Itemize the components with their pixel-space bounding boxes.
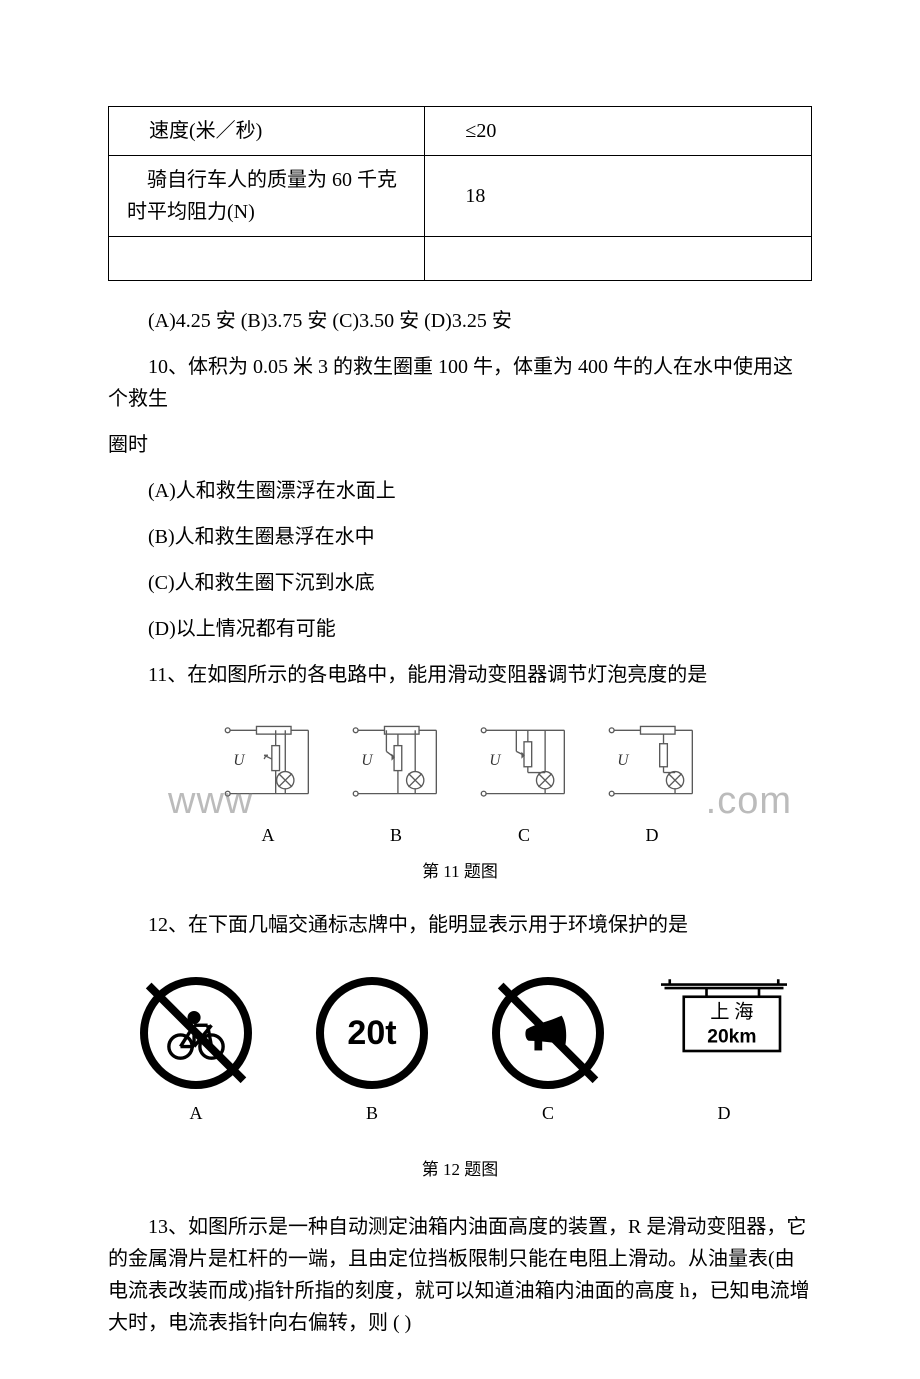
sign-a-label: A xyxy=(121,1099,271,1128)
q10-stem-line1: 10、体积为 0.05 米 3 的救生圈重 100 牛，体重为 400 牛的人在… xyxy=(108,351,812,415)
q11-figure: www .com U A xyxy=(108,713,812,885)
q10-stem-line2: 圈时 xyxy=(108,429,812,461)
voltage-label: U xyxy=(617,752,629,769)
table-row: 骑自行车人的质量为 60 千克时平均阻力(N) 18 xyxy=(109,156,812,237)
slash-icon xyxy=(146,983,247,1084)
circuit-b-label: B xyxy=(337,821,455,850)
sign-d-label: D xyxy=(649,1099,799,1128)
q12-stem: 12、在下面几幅交通标志牌中，能明显表示用于环境保护的是 xyxy=(108,909,812,941)
q10-opt-d: (D)以上情况都有可能 xyxy=(108,613,812,645)
circuit-a: U A xyxy=(209,713,327,850)
row2-label: 骑自行车人的质量为 60 千克时平均阻力(N) xyxy=(109,156,425,237)
row1-label: 速度(米／秒) xyxy=(109,107,425,156)
circuit-c-svg: U xyxy=(465,713,583,809)
q13-text: 13、如图所示是一种自动测定油箱内油面高度的装置，R 是滑动变阻器，它的金属滑片… xyxy=(108,1211,812,1339)
sign-a: A xyxy=(121,977,271,1128)
sign-b-text: 20t xyxy=(347,1006,396,1060)
spec-table: 速度(米／秒) ≤20 骑自行车人的质量为 60 千克时平均阻力(N) 18 xyxy=(108,106,812,281)
q10-opt-a: (A)人和救生圈漂浮在水面上 xyxy=(108,475,812,507)
voltage-label: U xyxy=(489,752,501,769)
circuit-a-label: A xyxy=(209,821,327,850)
q12-caption: 第 12 题图 xyxy=(108,1156,812,1183)
row2-value: 18 xyxy=(425,156,812,237)
q10-opt-b: (B)人和救生圈悬浮在水中 xyxy=(108,521,812,553)
table-row: 速度(米／秒) ≤20 xyxy=(109,107,812,156)
q9-options: (A)4.25 安 (B)3.75 安 (C)3.50 安 (D)3.25 安 xyxy=(108,305,812,337)
q11-stem: 11、在如图所示的各电路中，能用滑动变阻器调节灯泡亮度的是 xyxy=(108,659,812,691)
circuit-d-label: D xyxy=(593,821,711,850)
weight-limit-sign: 20t xyxy=(316,977,428,1089)
table-row xyxy=(109,237,812,281)
circuit-c-label: C xyxy=(465,821,583,850)
row1-value: ≤20 xyxy=(425,107,812,156)
row3-value xyxy=(425,237,812,281)
circuit-a-svg: U xyxy=(209,713,327,809)
row3-label xyxy=(109,237,425,281)
slash-icon xyxy=(498,983,599,1084)
sign-d: 上 海 20km D xyxy=(649,967,799,1128)
q10-opt-c: (C)人和救生圈下沉到水底 xyxy=(108,567,812,599)
distance-sign: 上 海 20km xyxy=(654,967,794,1089)
sign-b: 20t B xyxy=(297,977,447,1128)
circuit-c: U C xyxy=(465,713,583,850)
no-bicycle-sign xyxy=(140,977,252,1089)
circuit-b: U B xyxy=(337,713,455,850)
voltage-label: U xyxy=(361,752,373,769)
no-horn-sign xyxy=(492,977,604,1089)
circuit-b-svg: U xyxy=(337,713,455,809)
sign-b-label: B xyxy=(297,1099,447,1128)
circuit-d-svg: U xyxy=(593,713,711,809)
sign-d-line2: 20km xyxy=(707,1026,756,1047)
sign-d-line1: 上 海 xyxy=(710,1001,753,1023)
voltage-label: U xyxy=(233,752,245,769)
circuit-d: U D xyxy=(593,713,711,850)
q12-figure: A 20t B C xyxy=(108,967,812,1183)
sign-c: C xyxy=(473,977,623,1128)
sign-c-label: C xyxy=(473,1099,623,1128)
q11-caption: 第 11 题图 xyxy=(108,858,812,885)
